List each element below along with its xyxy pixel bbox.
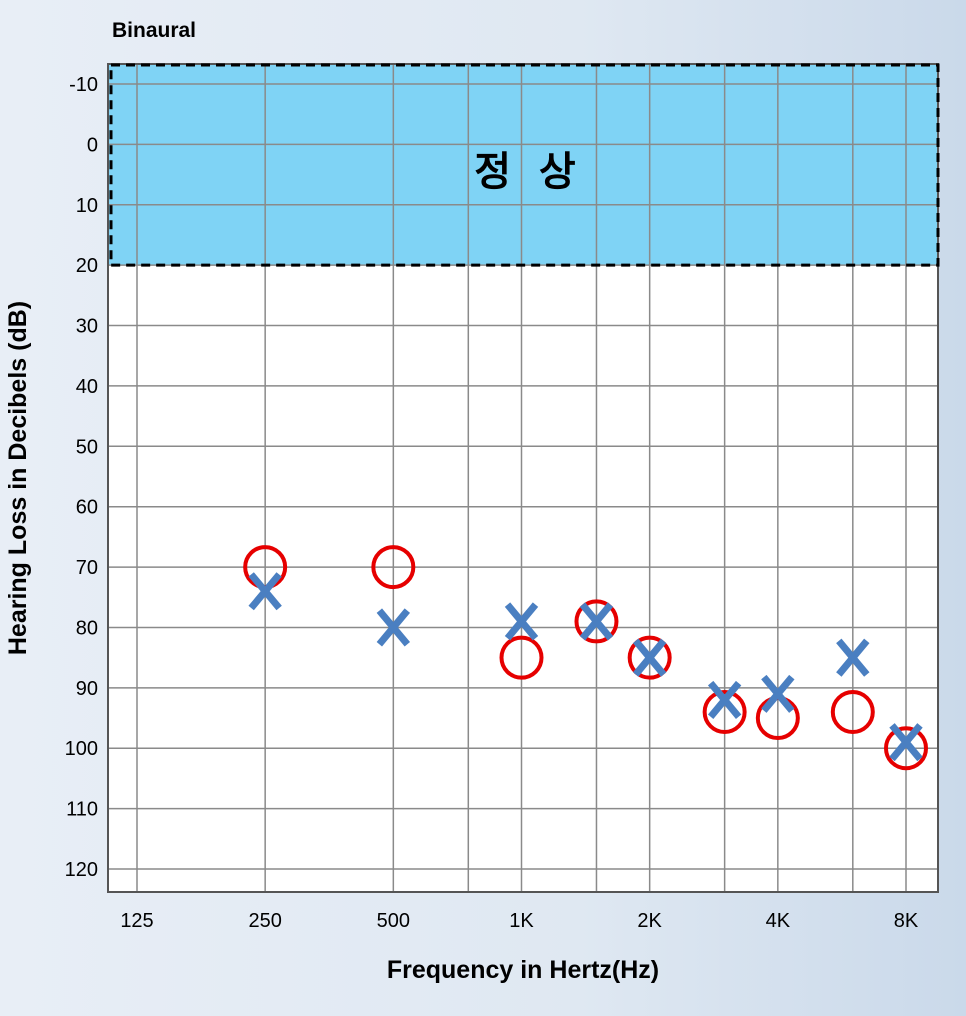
x-tick-label: 250 [248, 910, 281, 932]
marker-cross [248, 572, 282, 611]
x-tick-label: 125 [120, 910, 153, 932]
x-axis-ticks: 125 250 500 1K 2K 4K 8K [120, 910, 919, 932]
marker-circle [499, 635, 544, 680]
y-axis-label: Hearing Loss in Decibels (dB) [4, 301, 32, 655]
normal-zone-border [109, 63, 940, 267]
marker-cross [579, 602, 614, 641]
y-tick-label: 110 [66, 799, 98, 821]
y-tick-label: 30 [76, 316, 98, 338]
marker-cross [376, 608, 411, 647]
x-tick-label: 2K [637, 910, 662, 932]
y-tick-label: 70 [76, 557, 98, 579]
marker-cross [707, 680, 742, 719]
x-tick-label: 500 [377, 910, 410, 932]
x-tick-label: 8K [894, 910, 919, 932]
y-tick-label: 40 [76, 376, 98, 398]
y-tick-label: 80 [76, 617, 98, 639]
marker-cross [761, 674, 795, 713]
marker-cross [504, 602, 539, 641]
y-tick-label: 120 [65, 859, 98, 881]
x-tick-label: 1K [509, 910, 534, 932]
chart-title: Binaural [112, 19, 196, 42]
x-tick-label: 4K [766, 910, 791, 932]
y-axis-ticks: -10 0 10 20 30 40 50 60 70 80 90 100 110 120 [65, 74, 98, 881]
marker-cross [889, 723, 923, 762]
data-markers [243, 545, 928, 771]
marker-cross [632, 638, 667, 677]
y-tick-label: -10 [69, 74, 98, 96]
y-tick-label: 20 [76, 255, 98, 277]
marker-circle [884, 726, 928, 771]
y-tick-label: 60 [76, 497, 98, 519]
marker-circle [702, 690, 747, 734]
y-tick-label: 10 [76, 195, 98, 217]
marker-circle [627, 635, 672, 680]
y-tick-label: 100 [65, 738, 98, 760]
y-tick-label: 90 [76, 678, 98, 700]
normal-zone-label: 정 상 [474, 149, 576, 195]
y-tick-label: 50 [76, 436, 98, 458]
marker-circle [830, 690, 875, 734]
gridlines [108, 64, 938, 892]
marker-circle [371, 545, 416, 590]
normal-zone [109, 65, 937, 266]
marker-circle [574, 599, 619, 644]
y-tick-label: 0 [87, 134, 98, 156]
marker-cross [836, 638, 870, 677]
x-axis-label: Frequency in Hertz(Hz) [387, 956, 659, 984]
